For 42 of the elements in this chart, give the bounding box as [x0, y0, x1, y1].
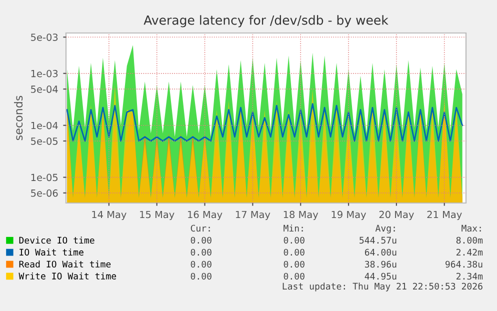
- text: 0.00: [190, 272, 212, 280]
- x-tick-label: 19 May: [332, 210, 366, 220]
- y-axis-title: seconds: [14, 96, 23, 140]
- text: Min:: [284, 224, 303, 232]
- x-tick-label: 16 May: [188, 210, 222, 220]
- y-tick-label: 5e-03: [31, 34, 58, 41]
- x-tick-label: 21 May: [427, 210, 462, 220]
- text: 0.00: [190, 236, 212, 244]
- legend-label: Read IO Wait time: [19, 260, 111, 268]
- text: 2.42m: [456, 248, 483, 256]
- text: 64.00u: [364, 248, 396, 256]
- y-tick-label: 1e-03: [31, 70, 58, 78]
- y-tick-label: 5e-04: [31, 86, 58, 93]
- y-tick-label: 1e-05: [31, 174, 58, 182]
- text: 544.57u: [360, 236, 396, 244]
- y-tick-label: 5e-06: [31, 189, 58, 197]
- legend-label: Device IO time: [19, 236, 94, 244]
- x-tick-label: 17 May: [236, 210, 270, 220]
- y-tick-label: 5e-05: [31, 137, 58, 145]
- text: Max:: [462, 224, 481, 232]
- text: Last update: Thu May 21 22:50:53 2026: [282, 282, 482, 292]
- x-tick-label: 14 May: [92, 210, 126, 220]
- text: Cur:: [190, 224, 210, 232]
- text: 8.00m: [456, 236, 483, 244]
- x-tick-label: 15 May: [140, 210, 174, 220]
- text: 0.00: [190, 260, 212, 268]
- text: 44.95u: [364, 272, 396, 280]
- legend-label: Write IO Wait time: [18, 272, 116, 280]
- legend-label: IO Wait time: [20, 248, 84, 256]
- chart-title: Average latency for /dev/sdb - by week: [144, 15, 388, 28]
- text: 0.00: [284, 236, 304, 244]
- text: 2.34m: [456, 272, 483, 280]
- text: 0.00: [284, 272, 304, 280]
- text: 38.96u: [364, 260, 396, 268]
- text: 0.00: [284, 248, 304, 256]
- y-tick-label: 1e-04: [31, 122, 58, 130]
- text: 964.38u: [446, 260, 482, 268]
- text: 0.00: [190, 248, 212, 256]
- x-tick-label: 20 May: [379, 210, 414, 220]
- text: 0.00: [284, 260, 304, 268]
- x-tick-label: 18 May: [284, 210, 318, 220]
- text: Avg:: [375, 224, 395, 234]
